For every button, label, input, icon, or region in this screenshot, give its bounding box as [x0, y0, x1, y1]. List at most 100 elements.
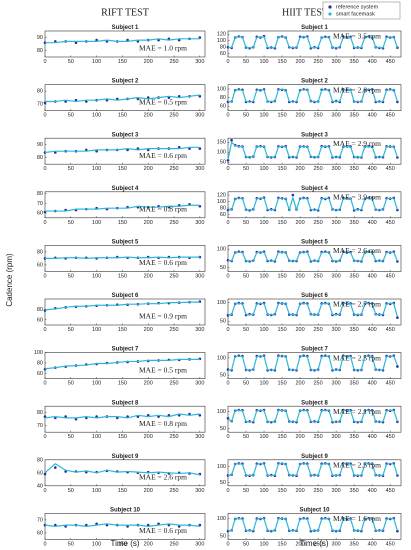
- y-tick-label: 80: [37, 307, 43, 313]
- x-tick-label: 0: [43, 220, 46, 226]
- y-tick-label: 100: [217, 464, 226, 470]
- x-tick-label: 100: [92, 273, 101, 279]
- y-tick-label: 80: [37, 89, 43, 95]
- x-tick-label: 300: [332, 113, 341, 119]
- x-tick-label: 400: [368, 113, 377, 119]
- series-line: [228, 355, 398, 371]
- y-tick-label: 70: [37, 517, 43, 523]
- mae-annotation: MAE = 3.9 rpm: [333, 193, 381, 202]
- x-tick-label: 50: [243, 166, 249, 172]
- y-tick-label: 60: [37, 262, 43, 268]
- series-line: [227, 141, 398, 160]
- x-tick-label: 400: [368, 273, 377, 279]
- panel-title: Subject 4: [112, 186, 139, 192]
- x-tick-label: 0: [226, 166, 229, 172]
- x-tick-label: 300: [332, 220, 341, 226]
- mae-annotation: MAE = 0.8 rpm: [139, 419, 187, 428]
- x-tick-label: 0: [226, 113, 229, 119]
- x-tick-label: 150: [118, 488, 127, 494]
- x-tick-label: 300: [195, 488, 204, 494]
- legend-box: [322, 1, 401, 20]
- reference-point: [198, 147, 202, 150]
- mae-annotation: MAE = 0.8 rpm: [139, 205, 187, 214]
- x-tick-label: 450: [386, 166, 395, 172]
- x-tick-label: 150: [118, 327, 127, 333]
- legend-marker: [328, 12, 332, 16]
- y-tick-label: 100: [217, 516, 226, 522]
- x-tick-label: 250: [314, 327, 323, 333]
- x-tick-label: 350: [350, 541, 359, 547]
- legend-label: reference system: [336, 4, 379, 10]
- x-tick-label: 200: [144, 59, 153, 65]
- x-tick-label: 450: [386, 59, 395, 65]
- x-tick-label: 250: [314, 381, 323, 387]
- x-tick-label: 150: [277, 59, 286, 65]
- panel-title: Subject 10: [110, 507, 141, 513]
- plot-area: [227, 191, 402, 219]
- x-tick-label: 250: [169, 434, 178, 440]
- panel-title: Subject 3: [301, 132, 328, 138]
- y-tick-label: 120: [217, 32, 226, 38]
- x-tick-label: 50: [243, 434, 249, 440]
- panel-title: Subject 6: [112, 293, 139, 299]
- x-tick-label: 0: [226, 327, 229, 333]
- series-line: [44, 358, 200, 370]
- plot-area: [44, 191, 206, 219]
- y-tick-label: 80: [37, 360, 43, 366]
- x-tick-label: 200: [144, 273, 153, 279]
- x-tick-label: 250: [169, 166, 178, 172]
- x-tick-label: 400: [368, 220, 377, 226]
- x-tick-label: 50: [68, 273, 74, 279]
- x-tick-label: 250: [314, 434, 323, 440]
- mae-annotation: MAE = 0.9 rpm: [139, 312, 187, 321]
- x-tick-label: 100: [259, 434, 268, 440]
- x-tick-label: 200: [144, 434, 153, 440]
- y-tick-label: 100: [217, 199, 226, 205]
- series-line: [45, 256, 200, 260]
- x-tick-label: 50: [68, 541, 74, 547]
- x-tick-label: 0: [43, 59, 46, 65]
- x-tick-label: 400: [368, 59, 377, 65]
- panel-title: Subject 1: [112, 25, 139, 31]
- y-tick-label: 50: [220, 160, 226, 166]
- series-line: [228, 518, 398, 532]
- x-tick-label: 100: [259, 488, 268, 494]
- x-tick-label: 100: [92, 488, 101, 494]
- y-tick-label: 80: [37, 249, 43, 255]
- x-tick-label: 50: [68, 327, 74, 333]
- y-tick-label: 90: [37, 142, 43, 148]
- x-tick-label: 200: [295, 220, 304, 226]
- y-tick-label: 120: [217, 193, 226, 199]
- x-tick-label: 400: [368, 541, 377, 547]
- series-line: [44, 523, 200, 528]
- mae-annotation: MAE = 0.6 rpm: [139, 526, 187, 535]
- x-tick-label: 50: [243, 488, 249, 494]
- x-tick-label: 300: [195, 541, 204, 547]
- y-tick-label: 100: [217, 247, 226, 253]
- x-tick-label: 250: [314, 541, 323, 547]
- x-tick-label: 250: [169, 273, 178, 279]
- series-line: [44, 146, 200, 154]
- x-tick-label: 450: [386, 488, 395, 494]
- mae-annotation: MAE = 2.5 rpm: [333, 353, 381, 362]
- x-tick-label: 0: [226, 220, 229, 226]
- panel-title: Subject 7: [112, 347, 139, 353]
- x-tick-label: 300: [195, 381, 204, 387]
- panel-title: Subject 10: [299, 507, 330, 513]
- y-tick-label: 100: [217, 38, 226, 44]
- plot-area: [44, 30, 206, 58]
- x-tick-label: 100: [259, 273, 268, 279]
- x-tick-label: 200: [144, 488, 153, 494]
- x-tick-label: 250: [169, 488, 178, 494]
- mae-annotation: MAE = 2.9 rpm: [333, 139, 381, 148]
- y-tick-label: 70: [37, 201, 43, 207]
- x-tick-label: 0: [226, 59, 229, 65]
- x-tick-label: 200: [144, 541, 153, 547]
- x-tick-label: 250: [314, 113, 323, 119]
- series-line: [228, 35, 398, 49]
- y-tick-label: 80: [37, 48, 43, 54]
- x-tick-label: 250: [314, 220, 323, 226]
- series-line: [227, 302, 398, 317]
- x-tick-label: 200: [295, 541, 304, 547]
